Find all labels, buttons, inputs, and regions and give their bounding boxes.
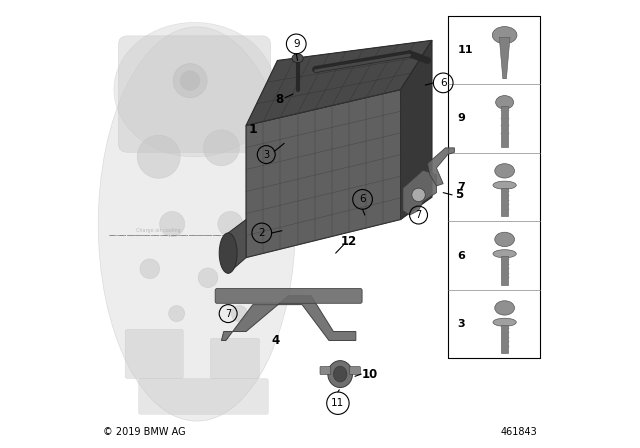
Ellipse shape [328, 361, 353, 388]
Ellipse shape [495, 164, 515, 178]
Ellipse shape [333, 366, 347, 382]
Circle shape [137, 135, 180, 178]
Ellipse shape [98, 27, 295, 421]
Polygon shape [428, 148, 454, 186]
Polygon shape [228, 220, 246, 273]
Ellipse shape [114, 22, 275, 157]
Circle shape [231, 306, 248, 322]
Ellipse shape [493, 250, 516, 258]
Polygon shape [221, 296, 356, 340]
Circle shape [198, 268, 218, 288]
FancyBboxPatch shape [320, 366, 331, 375]
FancyBboxPatch shape [501, 106, 508, 147]
Text: 10: 10 [362, 367, 378, 381]
Text: 9: 9 [293, 39, 300, 49]
Circle shape [140, 259, 159, 279]
Text: 6: 6 [440, 78, 447, 88]
Text: 1: 1 [248, 123, 257, 137]
FancyBboxPatch shape [502, 325, 508, 353]
FancyBboxPatch shape [125, 329, 183, 379]
Text: 11: 11 [458, 45, 473, 55]
Text: 7: 7 [225, 309, 231, 319]
FancyBboxPatch shape [138, 379, 269, 414]
Polygon shape [246, 90, 401, 258]
FancyBboxPatch shape [502, 256, 508, 285]
Text: 7: 7 [415, 210, 422, 220]
Polygon shape [246, 40, 432, 125]
Ellipse shape [495, 232, 515, 246]
Polygon shape [499, 37, 510, 79]
Ellipse shape [492, 26, 517, 43]
Text: 3: 3 [458, 319, 465, 329]
Text: 5: 5 [455, 188, 463, 202]
Text: 6: 6 [458, 250, 465, 261]
FancyBboxPatch shape [349, 366, 360, 375]
Ellipse shape [495, 301, 515, 315]
Ellipse shape [493, 318, 516, 326]
Text: Charge air cooling: Charge air cooling [136, 228, 181, 233]
Text: © 2019 BMW AG: © 2019 BMW AG [102, 427, 186, 437]
Text: 3: 3 [263, 150, 269, 159]
Text: 6: 6 [359, 194, 366, 204]
Text: 8: 8 [276, 93, 284, 106]
Text: 9: 9 [458, 113, 465, 124]
Polygon shape [401, 40, 432, 220]
Polygon shape [403, 170, 436, 215]
Circle shape [218, 211, 243, 237]
Circle shape [412, 188, 425, 202]
Text: 4: 4 [271, 334, 279, 347]
FancyBboxPatch shape [215, 289, 362, 303]
Circle shape [180, 71, 200, 90]
Circle shape [204, 130, 239, 166]
FancyBboxPatch shape [118, 36, 271, 152]
FancyBboxPatch shape [210, 338, 260, 379]
Circle shape [173, 64, 207, 98]
Ellipse shape [495, 95, 513, 109]
Text: 7: 7 [458, 182, 465, 192]
Circle shape [168, 306, 185, 322]
FancyBboxPatch shape [502, 188, 508, 216]
Circle shape [159, 211, 185, 237]
Ellipse shape [493, 181, 516, 189]
Ellipse shape [292, 54, 303, 63]
Text: 2: 2 [259, 228, 265, 238]
Ellipse shape [219, 233, 237, 273]
Text: 12: 12 [341, 234, 357, 248]
Text: 461843: 461843 [500, 427, 538, 437]
Text: 11: 11 [332, 398, 344, 408]
